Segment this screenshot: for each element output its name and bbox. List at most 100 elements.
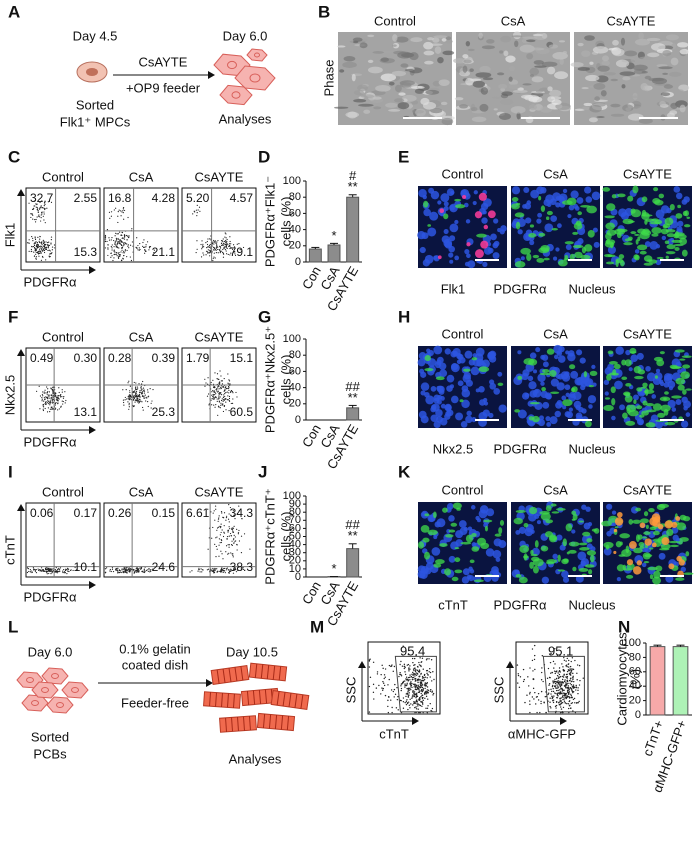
pdgfra-stain	[605, 544, 610, 550]
event-dot	[425, 659, 428, 661]
event-dot	[207, 393, 210, 395]
event-dot	[551, 671, 554, 674]
event-dot	[236, 513, 238, 515]
pdgfra-stain	[638, 541, 645, 548]
nucleus-stain	[467, 575, 475, 582]
event-dot	[34, 238, 37, 241]
event-dot	[229, 532, 232, 535]
pdgfra-stain	[528, 506, 538, 515]
event-dot	[225, 401, 227, 403]
event-dot	[229, 570, 231, 573]
event-dot	[230, 389, 233, 392]
event-dot	[228, 397, 231, 400]
event-dot	[225, 247, 227, 249]
event-dot	[577, 689, 579, 692]
event-dot	[218, 393, 221, 395]
event-dot	[392, 670, 394, 673]
event-dot	[136, 237, 138, 239]
event-dot	[408, 704, 411, 707]
sarcomere	[262, 713, 266, 728]
event-dot	[139, 390, 141, 392]
pdgfra-stain	[543, 257, 550, 261]
event-dot	[230, 535, 233, 537]
fluorescence-image	[418, 186, 507, 268]
event-dot	[427, 705, 429, 707]
marker-stain	[661, 537, 670, 546]
column-title: Control	[442, 482, 484, 497]
pdgfra-stain	[608, 361, 618, 365]
event-dot	[383, 677, 385, 680]
event-dot	[139, 396, 141, 398]
nucleus-stain	[524, 527, 533, 537]
event-dot	[415, 695, 418, 698]
event-dot	[219, 393, 222, 395]
cell-texture	[570, 62, 584, 68]
event-dot	[572, 672, 574, 675]
pdgfra-stain	[451, 576, 459, 582]
nucleus-stain	[585, 506, 591, 512]
event-dot	[50, 572, 52, 575]
event-dot	[131, 228, 133, 230]
event-dot	[214, 241, 216, 243]
marker-stain	[617, 511, 623, 518]
event-dot	[382, 687, 385, 690]
event-dot	[563, 700, 566, 702]
pdgfra-stain	[517, 375, 523, 381]
pdgfra-stain	[589, 370, 598, 376]
pdgfra-stain	[435, 559, 445, 565]
cell-texture	[620, 37, 626, 46]
event-dot	[220, 511, 223, 513]
event-dot	[382, 667, 384, 670]
event-dot	[400, 675, 403, 677]
nucleus-stain	[464, 350, 473, 359]
nucleus-stain	[450, 395, 459, 404]
event-dot	[419, 679, 422, 681]
event-dot	[48, 395, 50, 397]
event-dot	[219, 527, 222, 529]
event-dot	[219, 534, 221, 536]
pdgfra-stain	[648, 547, 654, 550]
sarcomere	[282, 692, 286, 707]
nucleus-stain	[460, 421, 468, 428]
event-dot	[400, 699, 402, 702]
event-dot	[427, 674, 429, 676]
cell-texture	[532, 33, 543, 37]
cell-texture	[646, 37, 661, 42]
pdgfra-stain	[659, 351, 665, 355]
event-dot	[121, 259, 123, 261]
event-dot	[139, 568, 142, 570]
y-tick-label: 70	[289, 514, 301, 526]
nucleus-stain	[554, 410, 562, 418]
pdgfra-stain	[623, 242, 633, 246]
event-dot	[58, 387, 60, 389]
nucleus-stain	[465, 219, 471, 224]
event-dot	[421, 694, 423, 697]
nucleus-stain	[659, 379, 664, 384]
event-dot	[195, 251, 197, 254]
cell-texture	[434, 46, 442, 54]
event-dot	[74, 566, 76, 569]
column-title: CsAYTE	[623, 326, 672, 341]
pdgfra-stain	[674, 247, 680, 251]
event-dot	[51, 390, 54, 392]
nucleus-stain	[552, 553, 558, 560]
pdgfra-stain	[514, 261, 526, 268]
event-dot	[49, 401, 51, 403]
event-dot	[216, 373, 219, 375]
event-dot	[64, 572, 66, 574]
event-dot	[213, 390, 216, 392]
event-dot	[222, 241, 224, 243]
marker-stain	[675, 516, 681, 521]
event-dot	[249, 548, 251, 550]
cell-texture	[437, 56, 444, 64]
event-dot	[128, 380, 130, 382]
pdgfra-stain	[613, 363, 621, 370]
event-dot	[412, 676, 415, 679]
event-dot	[222, 568, 224, 570]
sarcomere	[226, 693, 229, 708]
cell-texture	[486, 39, 495, 44]
event-dot	[35, 571, 38, 574]
y-tick-label: 0	[295, 571, 301, 583]
pdgfra-stain	[680, 371, 690, 379]
event-dot	[216, 548, 218, 550]
